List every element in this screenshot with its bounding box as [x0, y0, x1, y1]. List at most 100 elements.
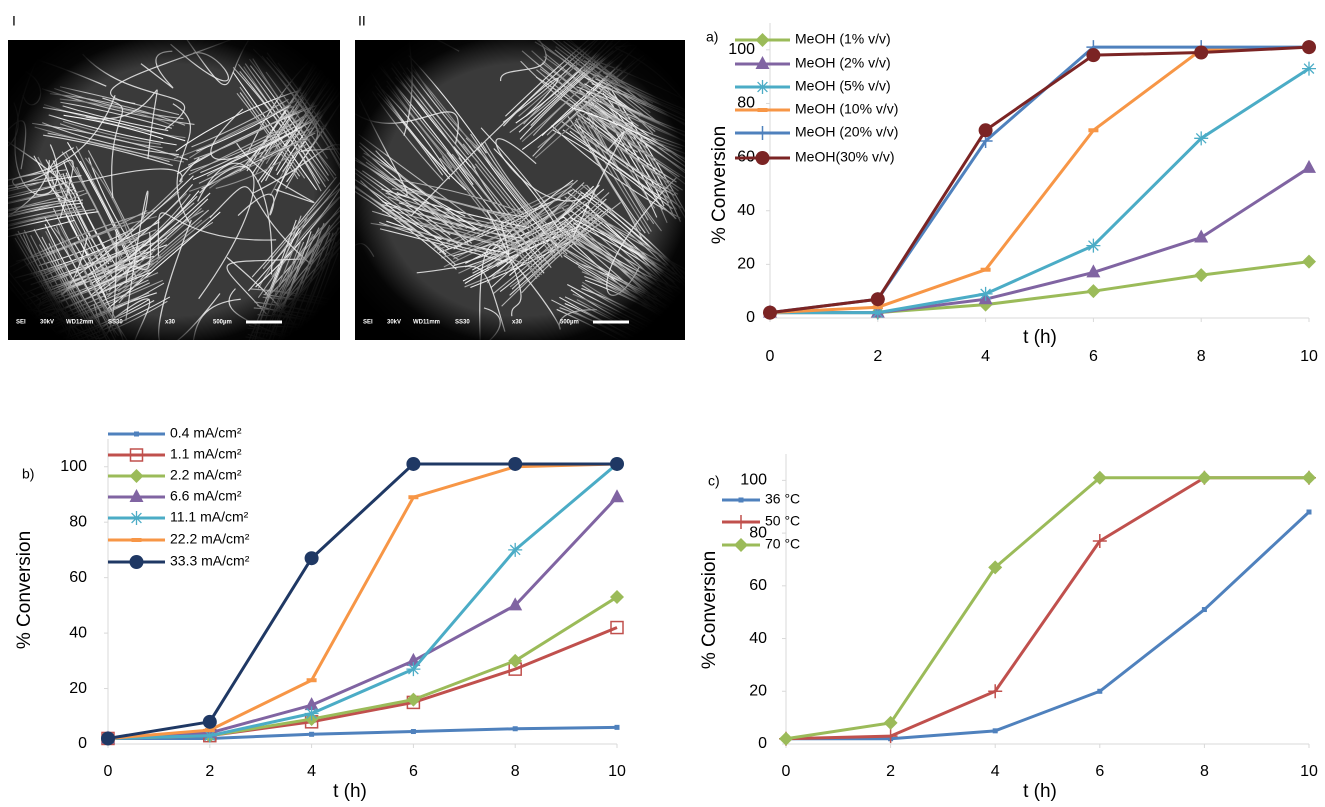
legend-marker [755, 80, 770, 94]
marker [870, 305, 885, 320]
y-tick-label: 40 [737, 202, 755, 219]
image-caption: WD12mm [66, 320, 93, 326]
x-axis-label: t (h) [333, 781, 367, 802]
x-tick-label: 6 [409, 763, 418, 780]
marker [1092, 470, 1107, 485]
marker [978, 286, 993, 301]
marker [1086, 238, 1101, 253]
marker [883, 729, 898, 744]
marker [508, 653, 523, 668]
series-line [107, 462, 618, 740]
legend-label: MeOH (1% v/v) [795, 31, 891, 47]
series-line [785, 476, 1309, 741]
legend-label: 11.1 mA/cm² [170, 509, 249, 525]
micrograph [8, 40, 340, 340]
marker [101, 731, 115, 746]
marker [992, 728, 998, 734]
marker [304, 706, 319, 721]
y-tick-label: 80 [69, 513, 87, 530]
marker [1097, 688, 1103, 694]
legend-label: 1.1 mA/cm² [170, 446, 242, 462]
y-tick-label: 100 [728, 41, 755, 58]
x-tick-label: 8 [1197, 348, 1206, 365]
marker [1302, 254, 1316, 269]
y-tick-label: 60 [749, 577, 767, 594]
x-tick-label: 4 [307, 763, 316, 780]
y-tick-label: 100 [740, 472, 767, 489]
x-axis-label: t (h) [1023, 781, 1057, 802]
marker [309, 731, 315, 737]
y-tick-label: 20 [69, 680, 87, 697]
marker [779, 731, 793, 746]
panel-label: c) [708, 473, 720, 489]
x-tick-label: 2 [873, 348, 882, 365]
series-line [107, 496, 619, 740]
legend-marker [755, 33, 770, 47]
y-axis-label: % Conversion [709, 126, 730, 244]
series-line [770, 67, 1310, 315]
series-line [107, 462, 618, 740]
x-tick-label: 4 [981, 348, 990, 365]
x-tick-label: 8 [511, 763, 520, 780]
marker [988, 684, 1003, 699]
marker [512, 726, 518, 732]
panel-label: a) [706, 29, 718, 45]
legend-marker [755, 151, 770, 165]
x-tick-label: 2 [886, 763, 895, 780]
marker [202, 714, 217, 729]
marker [508, 542, 523, 557]
image-caption: SEI [363, 320, 373, 326]
marker [202, 728, 217, 743]
marker [1086, 48, 1101, 63]
legend-marker [738, 497, 744, 503]
legend-marker [129, 489, 144, 502]
legend-marker [129, 511, 144, 525]
legend-marker [134, 431, 139, 437]
marker [610, 489, 624, 503]
marker [508, 597, 523, 611]
fibre [245, 336, 273, 340]
x-tick-label: 10 [1300, 348, 1318, 365]
image-label: I [12, 13, 16, 29]
image-caption: 500µm [213, 320, 232, 326]
legend-label: 50 °C [765, 513, 800, 529]
x-tick-label: 6 [1095, 763, 1104, 780]
legend-label: 2.2 mA/cm² [170, 467, 242, 483]
x-tick-label: 10 [608, 763, 626, 780]
marker [883, 715, 898, 730]
marker [978, 123, 993, 138]
legend-label: 33.3 mA/cm² [170, 553, 250, 569]
marker [406, 652, 421, 666]
marker [410, 729, 416, 735]
legend-label: 6.6 mA/cm² [170, 488, 242, 504]
series-line [107, 595, 618, 740]
y-tick-label: 0 [78, 735, 87, 752]
x-tick-label: 6 [1089, 348, 1098, 365]
legend-marker [129, 448, 144, 462]
legend-label: MeOH (5% v/v) [795, 78, 891, 94]
legend-label: MeOH (20% v/v) [795, 124, 898, 140]
y-tick-label: 20 [737, 256, 755, 273]
legend-marker [734, 515, 748, 529]
y-tick-label: 80 [737, 95, 755, 112]
legend-label: 36 °C [765, 491, 800, 507]
image-caption: SEI [16, 320, 26, 326]
image-caption: x30 [165, 320, 176, 326]
image-caption: WD11mm [413, 320, 440, 326]
micrograph-content [8, 40, 340, 340]
y-tick-label: 40 [69, 624, 87, 641]
legend-label: 22.2 mA/cm² [170, 531, 250, 547]
marker [1194, 268, 1209, 283]
y-tick-label: 100 [60, 458, 87, 475]
vignette [355, 40, 685, 340]
y-tick-label: 80 [749, 524, 767, 541]
marker [508, 456, 523, 471]
x-tick-label: 4 [991, 763, 1000, 780]
marker [1306, 509, 1312, 515]
y-tick-label: 40 [749, 630, 767, 647]
marker [1302, 61, 1316, 76]
marker [610, 620, 624, 635]
marker [870, 292, 885, 307]
marker [1197, 470, 1212, 485]
